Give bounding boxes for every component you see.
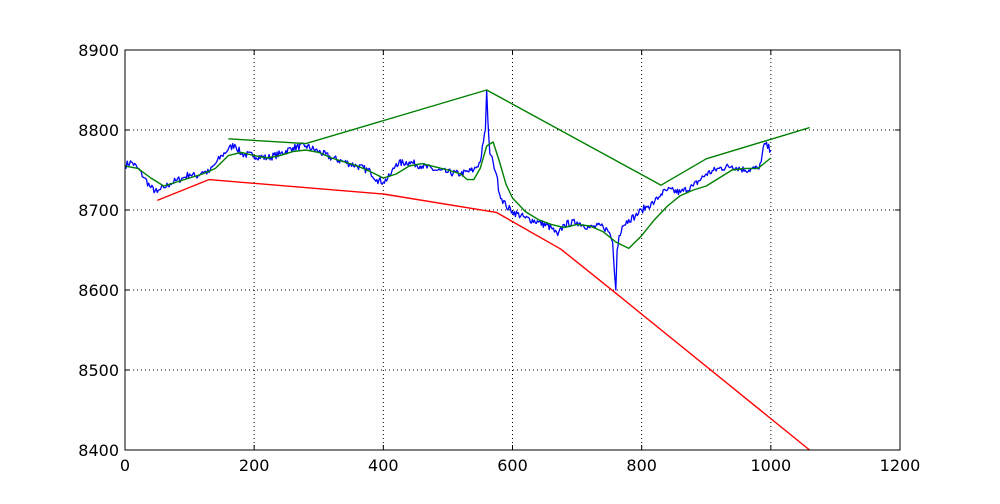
grid-layer bbox=[125, 50, 900, 450]
x-tick-label: 600 bbox=[497, 456, 528, 475]
y-tick-label: 8400 bbox=[78, 441, 119, 460]
y-tick-label: 8700 bbox=[78, 201, 119, 220]
y-tick-label: 8800 bbox=[78, 121, 119, 140]
x-tick-label: 1000 bbox=[750, 456, 791, 475]
y-tick-label: 8500 bbox=[78, 361, 119, 380]
series-line-3 bbox=[228, 89, 810, 186]
x-tick-label: 400 bbox=[368, 456, 399, 475]
tick-layer: 0 200 400 600 800 1000 1200 8400 8500 8600 8700 880… bbox=[78, 41, 920, 475]
x-tick-label: 1200 bbox=[880, 456, 921, 475]
x-tick-label: 800 bbox=[626, 456, 657, 475]
y-tick-label: 8900 bbox=[78, 41, 119, 60]
y-tick-label: 8600 bbox=[78, 281, 119, 300]
x-tick-label: 200 bbox=[239, 456, 270, 475]
series-layer bbox=[124, 89, 811, 451]
series-line-2 bbox=[124, 141, 772, 250]
series-line-4 bbox=[157, 178, 811, 451]
x-tick-label: 0 bbox=[120, 456, 130, 475]
